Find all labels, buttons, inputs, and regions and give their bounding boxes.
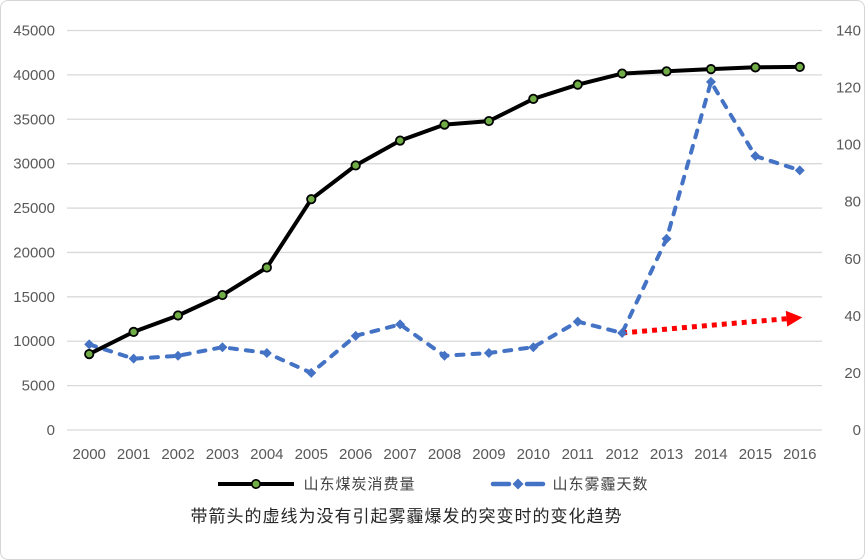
data-point-marker xyxy=(394,135,406,146)
data-point-marker xyxy=(439,119,450,130)
data-point-marker xyxy=(661,233,672,244)
data-point-marker xyxy=(439,350,450,361)
data-point-marker xyxy=(750,62,761,73)
right-axis-tick-label: 20 xyxy=(844,365,861,382)
data-point-marker xyxy=(705,76,716,87)
trend-arrow-annotation xyxy=(621,310,803,336)
left-axis-tick-label: 25000 xyxy=(13,200,55,217)
left-axis-labels: 0 5000 10000 15000 20000 25000 30000 35000 40000… xyxy=(13,23,55,440)
data-point-marker xyxy=(705,64,717,75)
x-axis-tick-label: 2000 xyxy=(73,446,106,463)
data-point-marker xyxy=(350,160,361,171)
left-axis-tick-label: 0 xyxy=(47,422,55,439)
haze-series-swatch-icon xyxy=(490,478,545,489)
data-point-marker xyxy=(84,339,95,350)
left-axis-tick-label: 10000 xyxy=(13,333,55,350)
chart-caption: 带箭头的虚线为没有引起雾霾爆发的突变时的变化趋势 xyxy=(190,507,623,526)
x-axis-tick-label: 2003 xyxy=(206,446,239,463)
right-axis-tick-label: 140 xyxy=(836,23,861,40)
data-point-marker xyxy=(750,151,761,162)
x-axis-tick-label: 2004 xyxy=(250,446,283,463)
data-point-marker xyxy=(572,79,583,90)
data-point-marker xyxy=(661,66,672,77)
data-point-marker xyxy=(172,310,184,321)
data-point-marker xyxy=(128,326,139,338)
legend: 山东煤炭消费量 山东雾霾天数 xyxy=(1,473,864,494)
legend-label-coal: 山东煤炭消费量 xyxy=(303,476,416,493)
x-axis-tick-label: 2005 xyxy=(295,446,328,463)
data-point-marker xyxy=(306,367,317,378)
data-point-marker xyxy=(483,115,495,127)
x-axis-tick-label: 2001 xyxy=(117,446,150,463)
left-axis-tick-label: 15000 xyxy=(13,289,55,306)
coal-series-markers xyxy=(84,61,805,360)
x-axis-tick-label: 2016 xyxy=(783,446,816,463)
x-axis-tick-label: 2010 xyxy=(517,446,550,463)
data-point-marker xyxy=(572,316,583,327)
data-point-marker xyxy=(395,319,406,330)
gridlines xyxy=(67,29,822,431)
x-axis-tick-label: 2007 xyxy=(383,446,416,463)
legend-item-coal[interactable]: 山东煤炭消费量 xyxy=(216,473,415,494)
left-axis-tick-label: 40000 xyxy=(13,67,55,84)
right-axis-labels: 0 20 40 60 80 100 120 140 xyxy=(836,23,861,440)
right-axis-tick-label: 0 xyxy=(853,422,861,439)
data-point-marker xyxy=(617,327,628,338)
data-point-marker xyxy=(794,165,805,176)
haze-series-markers xyxy=(84,76,805,378)
left-axis-tick-label: 45000 xyxy=(13,23,55,40)
legend-item-haze[interactable]: 山东雾霾天数 xyxy=(490,473,649,494)
x-axis-tick-label: 2013 xyxy=(650,446,683,463)
data-point-marker xyxy=(350,330,361,341)
data-point-marker xyxy=(261,262,272,273)
series-coal xyxy=(88,64,800,356)
x-axis-tick-label: 2014 xyxy=(694,446,727,463)
data-point-marker xyxy=(306,194,317,205)
caption-row: 带箭头的虚线为没有引起雾霾爆发的突变时的变化趋势 xyxy=(1,502,864,527)
left-axis-tick-label: 5000 xyxy=(22,378,55,395)
data-point-marker xyxy=(217,342,228,353)
data-point-marker xyxy=(217,289,228,301)
series-line xyxy=(88,64,800,356)
right-axis-tick-label: 100 xyxy=(836,137,861,154)
x-axis-tick-label: 2011 xyxy=(562,446,594,463)
left-axis-tick-label: 30000 xyxy=(13,156,55,173)
data-point-marker xyxy=(528,342,539,353)
x-axis-tick-label: 2002 xyxy=(161,446,194,463)
x-axis-tick-label: 2015 xyxy=(739,446,772,463)
data-point-marker xyxy=(173,350,184,361)
left-axis-tick-label: 35000 xyxy=(13,111,55,128)
trend-arrow-dotted-line xyxy=(621,316,787,336)
x-axis-tick-label: 2006 xyxy=(339,446,372,463)
data-point-marker xyxy=(261,347,272,358)
right-axis-tick-label: 80 xyxy=(844,194,861,211)
data-point-marker xyxy=(84,348,95,360)
data-point-marker xyxy=(617,68,628,79)
x-axis-labels: 2000 2001 2002 2003 2004 2005 2006 2007 2008 2009… xyxy=(73,446,817,463)
x-axis-tick-label: 2009 xyxy=(472,446,505,463)
data-point-marker xyxy=(528,93,539,104)
x-axis-tick-label: 2012 xyxy=(605,446,638,463)
legend-label-haze: 山东雾霾天数 xyxy=(552,476,649,493)
data-point-marker xyxy=(483,347,494,358)
data-point-marker xyxy=(128,353,139,364)
data-point-marker xyxy=(794,61,805,72)
right-axis-tick-label: 60 xyxy=(844,251,861,268)
left-axis-tick-label: 20000 xyxy=(13,244,55,261)
coal-series-swatch-icon xyxy=(218,478,295,489)
right-axis-tick-label: 40 xyxy=(844,308,861,325)
right-axis-tick-label: 120 xyxy=(836,80,861,97)
x-axis-tick-label: 2008 xyxy=(428,446,461,463)
trend-arrow-head-icon xyxy=(785,310,803,327)
